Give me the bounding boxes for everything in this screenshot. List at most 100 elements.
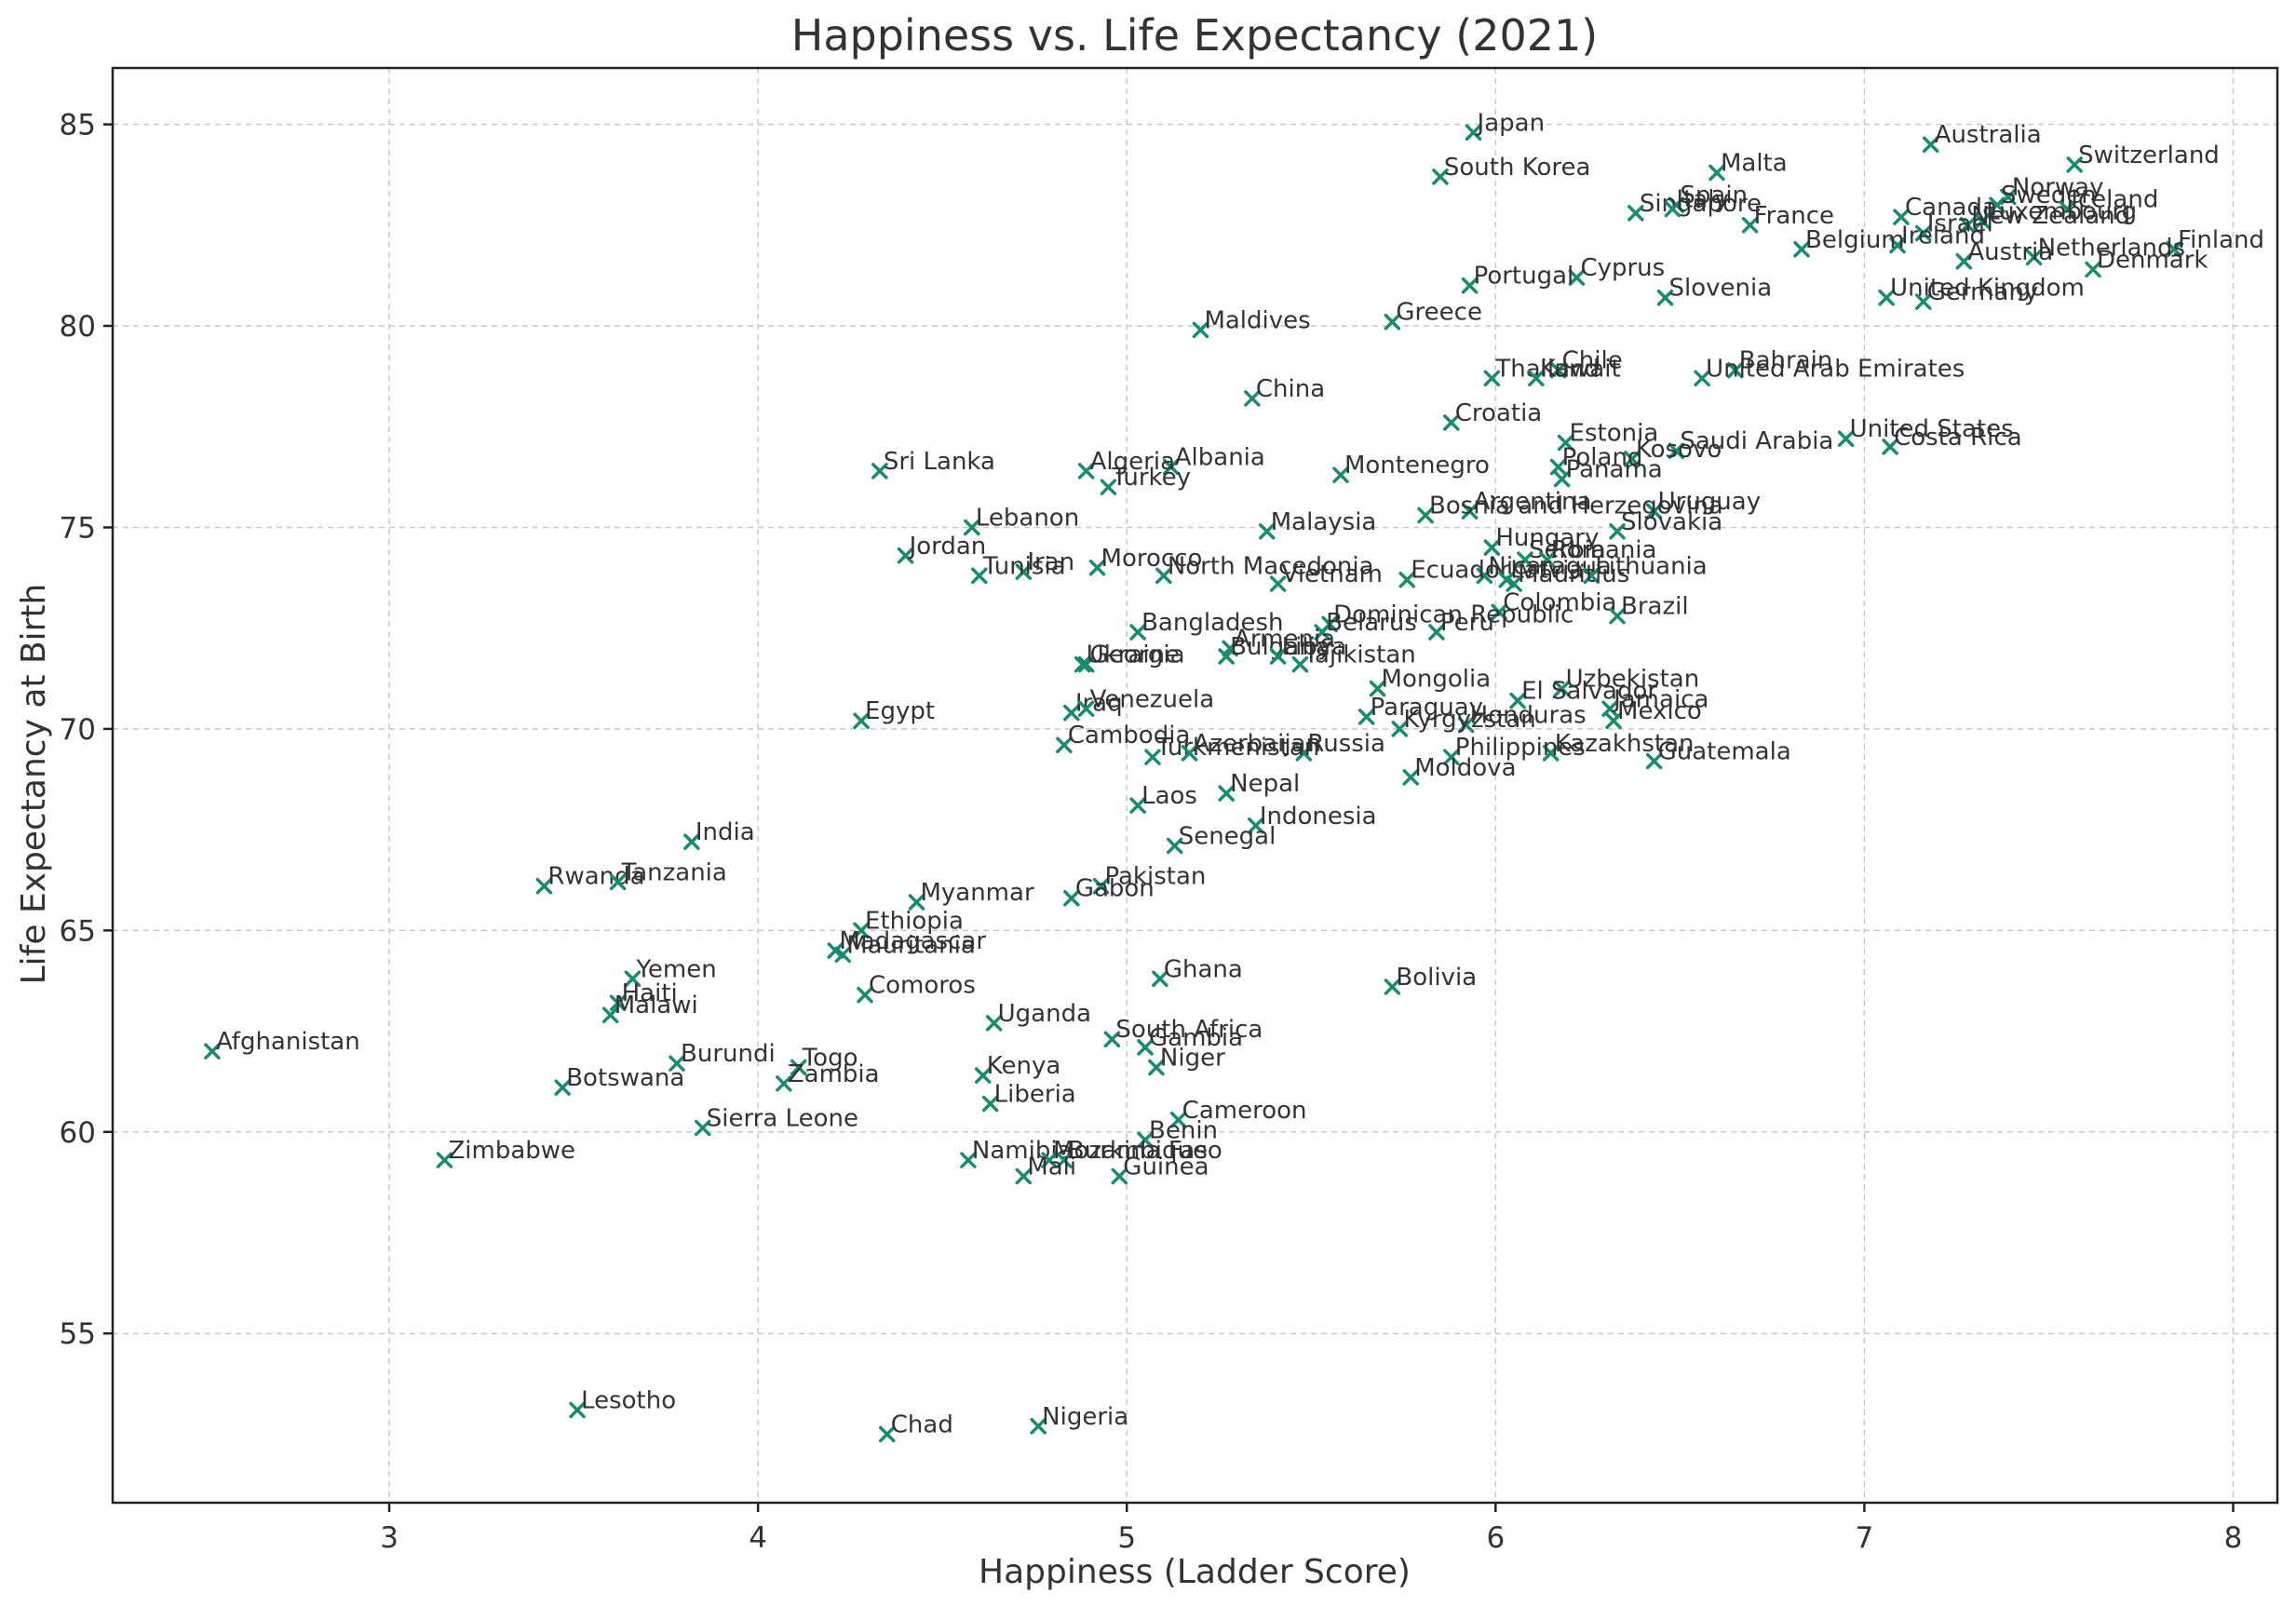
point-label: Venezuela <box>1090 685 1215 713</box>
scatter-point <box>683 833 700 850</box>
scatter-point <box>1443 749 1460 765</box>
point-label: Hungary <box>1495 524 1599 552</box>
scatter-point <box>1391 721 1409 737</box>
scatter-point <box>1258 523 1276 540</box>
scatter-point <box>1402 769 1419 786</box>
scatter-point <box>1461 277 1479 294</box>
scatter-point <box>1129 624 1146 641</box>
point-label: Lithuania <box>1595 552 1707 580</box>
point-label: Algeria <box>1090 448 1175 476</box>
scatter-point <box>1129 797 1146 814</box>
point-label: Slovakia <box>1621 508 1722 536</box>
point-label: Niger <box>1160 1045 1225 1073</box>
point-label: Haiti <box>622 979 678 1007</box>
scatter-point <box>1741 217 1759 234</box>
scatter-point <box>1549 361 1567 379</box>
point-label: Honduras <box>1470 702 1587 730</box>
scatter-point <box>897 547 914 564</box>
scatter-point <box>1137 1131 1154 1149</box>
point-label: Nigeria <box>1042 1403 1128 1431</box>
point-label: Nepal <box>1230 770 1300 798</box>
scatter-point <box>1384 979 1401 995</box>
scatter-point <box>1384 313 1401 331</box>
point-label: Tunisia <box>982 552 1066 580</box>
scatter-point <box>1428 624 1445 641</box>
scatter-point <box>1074 655 1091 673</box>
scatter-point <box>1668 442 1685 459</box>
scatter-point <box>1166 837 1183 855</box>
scatter-point <box>1601 700 1618 718</box>
scatter-point <box>1528 370 1545 387</box>
scatter-point <box>1269 575 1287 592</box>
point-label: Norway <box>2012 174 2104 202</box>
scatter-point <box>1218 785 1235 802</box>
point-label: Canada <box>1905 194 1997 222</box>
scatter-point <box>2025 249 2043 266</box>
point-label: Kenya <box>987 1052 1061 1080</box>
scatter-point <box>1664 200 1681 218</box>
point-label: Mexico <box>1617 697 1702 725</box>
point-label: Estonia <box>1570 420 1659 448</box>
chart-title: Happiness vs. Life Expectancy (2021) <box>791 10 1598 61</box>
point-label: Gabon <box>1075 875 1155 903</box>
x-tick-label: 7 <box>1856 1521 1874 1555</box>
scatter-point <box>1432 169 1449 185</box>
point-label: Germany <box>1927 278 2039 306</box>
point-label: Tanzania <box>621 858 727 886</box>
point-label: Egypt <box>865 697 935 725</box>
point-label: Australia <box>1935 121 2042 149</box>
point-label: Denmark <box>2097 246 2208 274</box>
scatter-point <box>1295 745 1313 762</box>
point-label: Chile <box>1562 347 1623 375</box>
point-label: Costa Rica <box>1894 424 2022 452</box>
scatter-point <box>1491 603 1508 621</box>
point-label: Guinea <box>1123 1153 1209 1181</box>
point-label: Ghana <box>1164 955 1243 983</box>
scatter-point <box>535 877 553 895</box>
point-label: Ethiopia <box>865 907 964 935</box>
scatter-point <box>1100 479 1117 495</box>
point-label: Sierra Leone <box>707 1104 858 1132</box>
scatter-point <box>1974 212 1991 230</box>
scatter-point <box>1627 205 1644 222</box>
scatter-point <box>1498 571 1515 588</box>
point-label: Dominican Republic <box>1333 601 1573 628</box>
point-label: United Arab Emirates <box>1706 355 1965 383</box>
scatter-point <box>1103 1031 1121 1047</box>
scatter-point <box>879 1425 896 1443</box>
scatter-point <box>1041 1152 1058 1168</box>
point-label: Peru <box>1440 609 1494 637</box>
scatter-point <box>1063 704 1080 722</box>
scatter-point <box>1509 692 1526 709</box>
point-label: Serbia <box>1529 536 1606 564</box>
scatter-point <box>1557 434 1574 452</box>
point-label: Lebanon <box>976 504 1079 532</box>
scatter-point <box>1483 370 1501 387</box>
point-label: United Kingdom <box>1890 275 2085 303</box>
y-tick-label: 55 <box>60 1317 96 1351</box>
point-label: Japan <box>1476 109 1546 137</box>
point-label: Tajikistan <box>1303 641 1415 669</box>
point-label: Madagascar <box>839 927 986 955</box>
scatter-point <box>1248 817 1264 834</box>
point-label: Laos <box>1141 782 1197 810</box>
scatter-point <box>1542 745 1560 762</box>
point-label: Vietnam <box>1282 560 1383 588</box>
point-label: Malta <box>1721 150 1788 178</box>
point-label: Chad <box>891 1411 953 1438</box>
scatter-point <box>1727 361 1744 379</box>
scatter-point <box>1882 439 1898 455</box>
point-label: Iran <box>1027 548 1074 576</box>
point-label: Mauritius <box>1518 560 1629 588</box>
point-label: Burundi <box>681 1040 776 1068</box>
point-label: Iceland <box>2071 186 2158 214</box>
scatter-point <box>827 942 844 959</box>
point-label: Rwanda <box>547 863 644 891</box>
scatter-point <box>1218 648 1235 665</box>
plot-frame <box>111 66 2279 1505</box>
y-tick-label: 60 <box>60 1116 96 1150</box>
scatter-point <box>908 894 925 911</box>
scatter-point <box>1915 224 1932 242</box>
scatter-point <box>1955 253 1973 270</box>
